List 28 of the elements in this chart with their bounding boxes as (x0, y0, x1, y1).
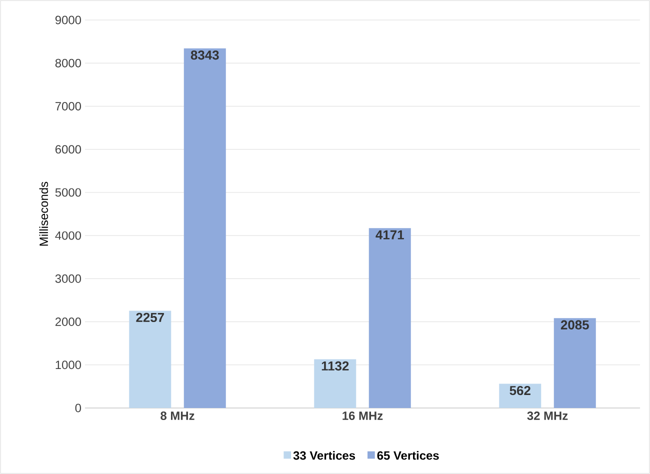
y-tick-label: 4000 (55, 231, 82, 240)
y-tick-label: 3000 (55, 274, 82, 283)
bar (554, 318, 596, 408)
x-tick-label: 8 MHz (160, 412, 194, 420)
data-label: 562 (510, 386, 530, 396)
legend-label: 33 Vertices (293, 450, 356, 460)
data-label: 2085 (560, 320, 589, 330)
y-tick-label: 1000 (56, 360, 82, 370)
y-axis-title: Milliseconds (39, 182, 48, 246)
y-tick-label: 9000 (55, 16, 82, 24)
y-tick-label: 8000 (55, 58, 82, 68)
bar (499, 384, 542, 408)
bar (129, 310, 172, 408)
bar (368, 228, 411, 408)
data-label: 2257 (136, 312, 164, 322)
data-label: 4171 (376, 230, 404, 240)
y-tick-label: 7000 (55, 102, 82, 110)
x-tick-label: 16 MHz (342, 412, 383, 420)
y-tick-label: 0 (75, 404, 82, 412)
data-label: 8343 (190, 50, 219, 60)
data-label: 1132 (322, 361, 349, 371)
y-tick-label: 6000 (55, 145, 82, 154)
legend-label: 65 Vertices (377, 450, 439, 460)
bar (314, 359, 356, 408)
y-tick-label: 5000 (55, 188, 82, 197)
y-tick-label: 2000 (55, 318, 82, 326)
bar (184, 48, 226, 408)
x-tick-label: 32 MHz (527, 412, 568, 420)
